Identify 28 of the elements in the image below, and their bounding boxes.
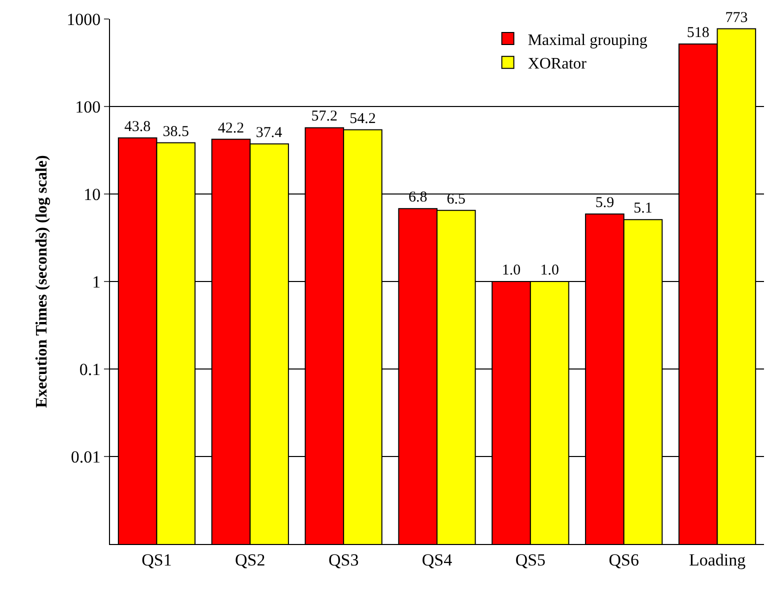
x-tick-label: QS3 [328, 550, 359, 570]
data-label: 37.4 [256, 124, 283, 141]
y-tick-label: 100 [75, 97, 101, 116]
data-label: 5.9 [595, 195, 614, 212]
data-label: 38.5 [162, 124, 189, 140]
y-tick-label: 1 [92, 272, 101, 292]
y-tick-label: 0.1 [79, 360, 101, 379]
data-label: 1.0 [502, 262, 521, 278]
data-label: 43.8 [124, 118, 151, 135]
x-tick-label: Loading [688, 550, 746, 570]
y-tick-label: 10 [84, 184, 101, 204]
y-axis-title: Execution Times (seconds) (log scale) [34, 155, 50, 408]
legend-label: Maximal grouping [528, 32, 648, 49]
data-label: 42.2 [218, 120, 244, 136]
data-label: 773 [725, 10, 748, 26]
x-tick-label: QS4 [422, 550, 453, 570]
x-tick-label: QS6 [608, 550, 639, 570]
y-tick-label: 1000 [66, 10, 101, 29]
x-tick-label: QS5 [515, 550, 546, 570]
legend-label: XORator [528, 56, 588, 73]
data-label: 518 [686, 25, 710, 41]
data-label: 57.2 [311, 108, 338, 125]
x-tick-label: QS2 [235, 550, 266, 570]
data-label: 54.2 [350, 110, 376, 127]
data-label: 1.0 [540, 262, 559, 278]
data-label: 5.1 [634, 200, 652, 217]
y-tick-label: 0.01 [70, 447, 101, 466]
x-tick-label: QS1 [142, 550, 172, 570]
